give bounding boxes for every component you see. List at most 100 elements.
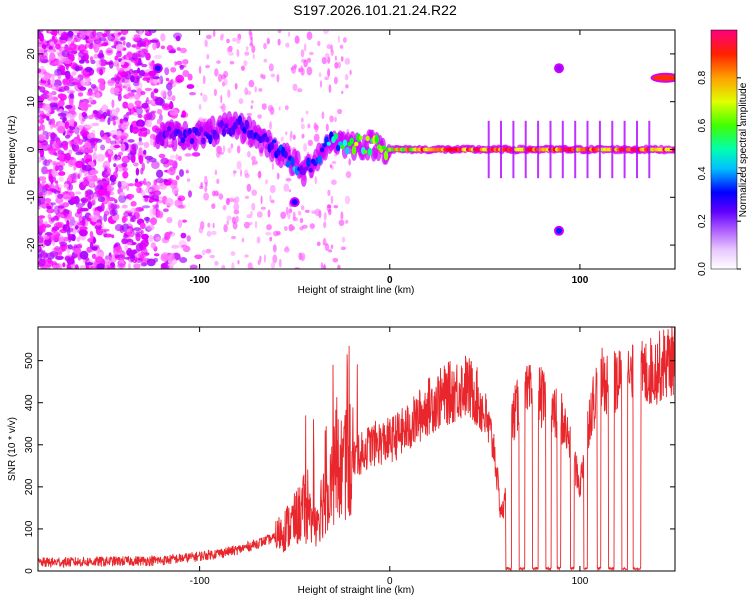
spectrogram-speckle: [117, 181, 122, 189]
spectrogram-speckle: [102, 33, 108, 38]
spectrogram-ridge-cell: [269, 141, 275, 150]
spectrogram-speckle: [89, 214, 93, 219]
spectrogram-speckle: [93, 39, 102, 45]
spectrogram-speckle: [293, 64, 297, 69]
spectrogram-speckle: [348, 158, 352, 166]
spectrogram-speckle: [212, 222, 215, 229]
spectrogram-speckle: [56, 263, 62, 269]
spectrogram-speckle: [103, 39, 109, 46]
spectrogram-ridge-cell: [358, 135, 364, 140]
spectrogram-ridge-cell: [290, 156, 295, 167]
spectrogram-speckle: [306, 66, 313, 76]
spectrogram-speckle: [123, 234, 129, 238]
spectrogram-speckle: [185, 169, 189, 174]
spectrogram-speckle: [44, 221, 48, 226]
spectrogram-ridge-cell: [367, 147, 373, 156]
spectrogram-speckle: [309, 223, 315, 230]
spectrogram-speckle: [49, 52, 56, 61]
spectrogram-speckle: [341, 236, 346, 243]
spectrogram-speckle: [38, 156, 42, 163]
spectrogram-speckle: [143, 39, 150, 47]
spectrogram-speckle: [87, 238, 92, 242]
spectrogram-speckle: [227, 147, 232, 154]
spectrogram-speckle: [54, 180, 59, 184]
spectrogram-speckle: [300, 49, 305, 58]
spectrogram-speckle: [105, 47, 114, 56]
spectrogram-speckle: [38, 47, 45, 55]
spectrogram-ridge-cell: [383, 150, 389, 161]
spectrogram-speckle: [117, 93, 122, 102]
spectrogram-speckle: [74, 211, 83, 218]
spectrogram-speckle: [246, 214, 253, 219]
spectrogram-speckle: [106, 186, 114, 192]
spectrogram-speckle: [243, 60, 248, 67]
spectrogram-speckle: [251, 156, 256, 161]
spectrogram-speckle: [143, 195, 150, 199]
spectrogram-speckle: [314, 176, 317, 185]
spectrogram-speckle: [130, 59, 139, 63]
spectrogram-speckle: [166, 217, 173, 224]
spectrogram-speckle: [138, 155, 144, 165]
spectrogram-speckle: [285, 131, 288, 136]
spectrogram-speckle: [153, 190, 162, 196]
spectrogram-speckle: [254, 220, 258, 229]
spectrogram-speckle: [166, 82, 173, 91]
spectrogram-ridge-cell: [354, 141, 359, 147]
spectrogram-speckle: [260, 206, 266, 210]
spectrogram-speckle: [131, 143, 139, 152]
spectrogram-speckle: [76, 32, 81, 36]
spectrogram-speckle: [240, 169, 242, 177]
spectrogram-speckle: [230, 251, 236, 256]
spectrogram-speckle: [115, 43, 124, 51]
spectrogram-speckle: [51, 91, 57, 96]
spectrogram-speckle: [67, 30, 74, 37]
spectrogram-speckle: [186, 178, 191, 182]
spectrogram-speckle: [294, 217, 299, 222]
spectrogram-speckle: [290, 67, 295, 71]
spectrogram-ridge-cell: [272, 139, 277, 144]
spectrogram-speckle: [84, 66, 93, 72]
spectrogram-speckle: [77, 92, 84, 97]
spectrogram-speckle: [169, 154, 176, 159]
snr-ytick-label: 0: [24, 568, 35, 574]
spectrogram-speckle: [138, 147, 143, 155]
spectrogram-speckle: [204, 186, 208, 192]
spectrogram-speckle: [73, 164, 77, 171]
spectrogram-speckle: [175, 175, 180, 181]
spectrogram-speckle: [96, 205, 103, 211]
spectrogram-speckle: [56, 51, 61, 56]
spectrogram-speckle: [158, 196, 163, 200]
spectrogram-speckle: [323, 30, 329, 35]
snr-ytick-label: 500: [24, 352, 35, 369]
spectrogram-speckle: [158, 153, 166, 159]
spectrogram-speckle: [79, 229, 88, 237]
spectrogram-speckle: [57, 187, 62, 195]
spectrogram-speckle: [152, 76, 160, 80]
spectrogram-speckle: [326, 44, 332, 50]
spectrogram-speckle: [137, 252, 147, 259]
spectrogram-speckle: [78, 44, 87, 52]
spectrogram-speckle: [138, 137, 142, 142]
spectrogram-speckle: [292, 83, 298, 92]
spectrogram-ridge-cell: [301, 169, 306, 176]
spectrogram-speckle: [270, 73, 276, 78]
spectrogram-speckle: [269, 194, 272, 203]
spectrogram-speckle: [57, 125, 66, 134]
spectrogram-speckle: [116, 63, 120, 72]
spectrogram-speckle: [98, 54, 105, 60]
spectrogram-speckle: [304, 209, 310, 213]
spectrogram-speckle: [330, 244, 334, 250]
spectrogram-speckle: [57, 150, 64, 155]
spectrogram-speckle: [256, 211, 263, 218]
spectrogram-feature: [556, 227, 562, 234]
spectrogram-speckle: [89, 138, 96, 143]
spectrogram-speckle: [345, 84, 349, 89]
spectrogram-speckle: [55, 165, 59, 172]
spectrogram-speckle: [301, 133, 305, 139]
spectrogram-ridge-cell: [160, 138, 165, 147]
spectrogram-speckle: [104, 165, 109, 169]
spectrogram-speckle: [66, 219, 70, 228]
spectrogram-speckle: [178, 155, 182, 161]
